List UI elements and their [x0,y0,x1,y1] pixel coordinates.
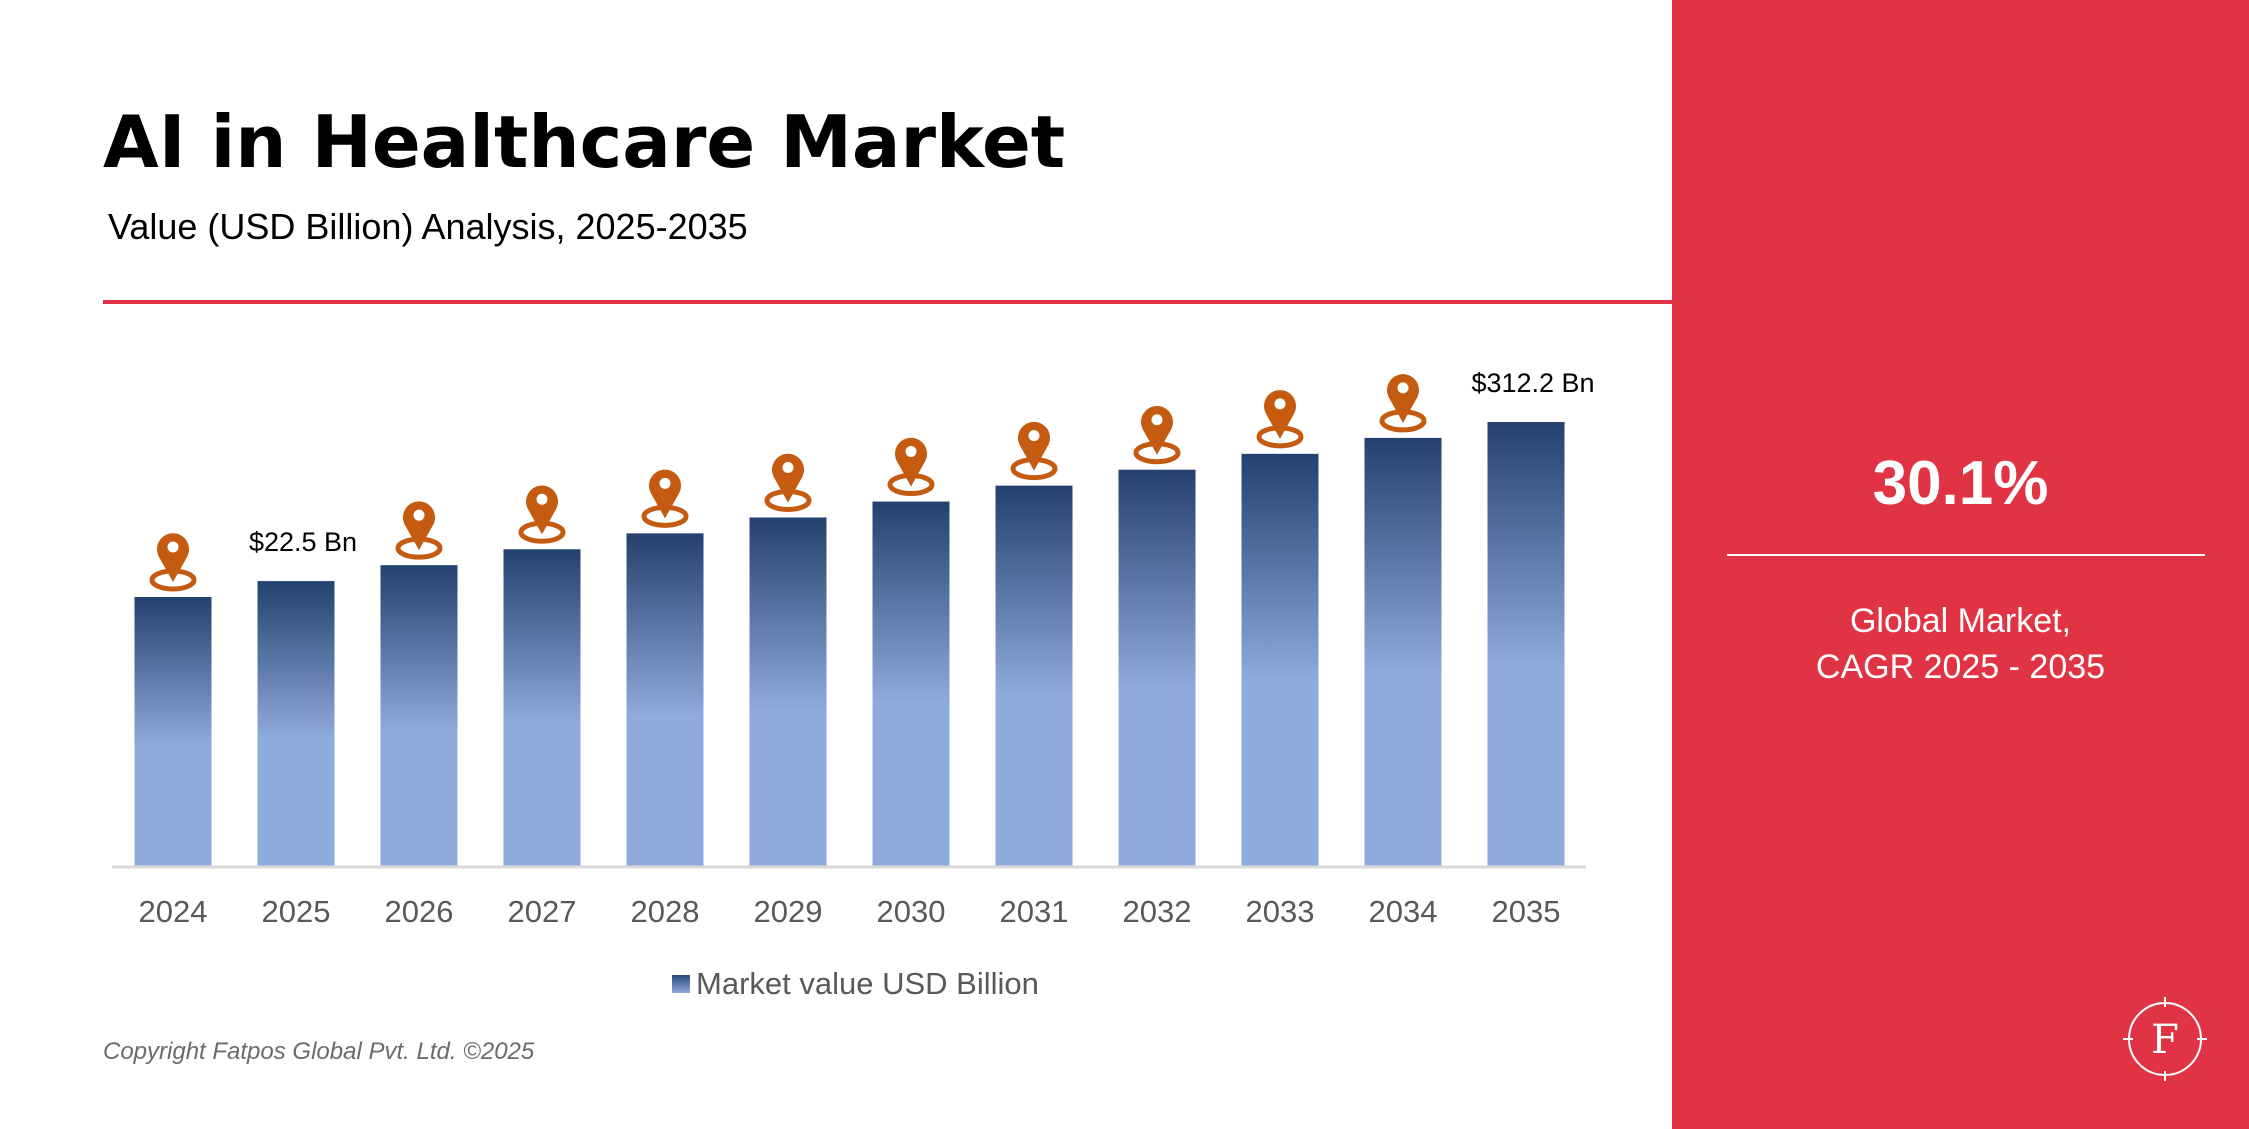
x-tick-label-2029: 2029 [754,894,823,929]
location-pin-icon [1379,374,1427,433]
chart-title: AI in Healthcare Market [103,100,1066,184]
bar-2027 [503,549,581,867]
bar-2030 [872,501,950,867]
bar-2031 [995,485,1073,867]
x-tick-label-2034: 2034 [1369,894,1438,929]
bar-chart: 2024 2025 2026 2027 2028 2029 2030 2031 2032 2033… [112,368,1595,929]
bar-2026 [380,565,458,867]
location-pin-icon [1010,421,1058,481]
x-tick-label-2035: 2035 [1492,894,1561,929]
location-pin-icon [1256,390,1304,449]
location-pin-icon [518,485,566,544]
x-tick-label-2025: 2025 [262,894,331,929]
location-pin-icon [149,533,197,592]
bar-2029 [749,517,827,867]
copyright-text: Copyright Fatpos Global Pvt. Ltd. ©2025 [103,1038,535,1065]
legend-label: Market value USD Billion [696,966,1039,1001]
x-tick-label-2031: 2031 [1000,894,1069,929]
cagr-caption-line1: Global Market, [1849,602,2072,640]
bar-2028 [626,533,704,867]
panel-divider [1727,554,2205,556]
fatpos-logo-icon: F [2123,997,2207,1081]
cagr-caption: Global Market, CAGR 2025 - 2035 [1672,598,2249,690]
data-label-2035: $312.2 Bn [1471,368,1594,398]
x-tick-label-2032: 2032 [1123,894,1192,929]
cagr-value: 30.1% [1872,449,2049,518]
location-pin-icon [764,453,812,512]
x-tick-label-2030: 2030 [877,894,946,929]
location-pin-icon [887,437,935,497]
cagr-panel: 30.1% Global Market, CAGR 2025 - 2035 F [1672,0,2249,1129]
svg-text:F: F [2151,1017,2179,1063]
header-divider [103,300,1673,304]
bar-2024 [134,597,212,867]
cagr-caption-line2: CAGR 2025 - 2035 [1815,648,2106,686]
x-tick-label-2026: 2026 [385,894,454,929]
bar-2035 [1487,422,1565,867]
bar-2025 [257,581,335,867]
data-label-2025: $22.5 Bn [249,527,357,557]
bar-2032 [1118,469,1196,867]
x-tick-label-2027: 2027 [508,894,577,929]
x-tick-label-2024: 2024 [139,894,208,929]
x-tick-label-2028: 2028 [631,894,700,929]
location-pin-icon [395,501,443,560]
bar-2033 [1241,453,1319,867]
chart-subtitle: Value (USD Billion) Analysis, 2025-2035 [108,206,748,247]
legend-swatch [672,975,690,993]
bar-2034 [1364,437,1442,867]
location-pin-icon [1133,405,1181,465]
x-tick-label-2033: 2033 [1246,894,1315,929]
chart-legend: Market value USD Billion [672,966,1039,1002]
location-pin-icon [641,469,689,528]
